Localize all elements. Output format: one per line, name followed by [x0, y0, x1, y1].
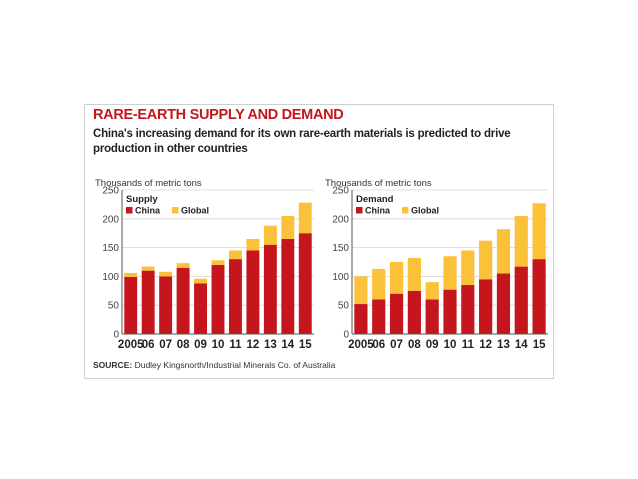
demand-bar-china — [372, 299, 386, 334]
demand-x-tick-label: 10 — [444, 339, 457, 351]
demand-bar-global — [496, 229, 511, 274]
demand-y-tick-label: 0 — [343, 330, 349, 341]
supply-bar-global — [159, 271, 173, 277]
demand-bar-global — [443, 256, 457, 290]
chart-subtitle: China's increasing demand for its own ra… — [93, 128, 511, 155]
supply-y-tick-label: 0 — [113, 330, 119, 341]
supply-x-tick-label: 06 — [142, 339, 155, 351]
supply-bar-china — [159, 276, 173, 334]
supply-bar-global — [298, 202, 312, 234]
demand-bar-global — [407, 257, 421, 291]
supply-bar-global — [228, 250, 242, 260]
supply-x-tick-label: 08 — [177, 339, 190, 351]
supply-x-tick-label: 07 — [159, 339, 172, 351]
demand-bar-china — [354, 304, 368, 334]
supply-legend-swatch-global — [172, 207, 179, 214]
demand-bar-china — [389, 293, 404, 334]
demand-x-tick-label: 12 — [479, 339, 492, 351]
demand-legend-swatch-global — [402, 207, 409, 214]
demand-legend-swatch-china — [356, 207, 363, 214]
demand-bar-global — [532, 203, 546, 260]
demand-x-tick-label: 15 — [533, 339, 546, 351]
supply-bar-global — [263, 225, 277, 245]
chart-title: RARE-EARTH SUPPLY AND DEMAND — [93, 107, 344, 123]
demand-legend-label-china: China — [365, 206, 391, 216]
supply-y-tick-label: 150 — [102, 243, 119, 254]
demand-x-tick-label: 07 — [390, 339, 403, 351]
supply-x-tick-label: 10 — [212, 339, 225, 351]
demand-y-tick-label: 200 — [332, 214, 349, 225]
demand-bar-global — [354, 276, 368, 305]
supply-y-tick-label: 250 — [102, 186, 119, 197]
demand-bar-china — [496, 273, 511, 334]
demand-y-tick-label: 250 — [332, 186, 349, 197]
supply-bar-global — [246, 238, 260, 251]
demand-bar-global — [389, 262, 404, 294]
demand-panel-title: Demand — [356, 194, 394, 205]
supply-bar-global — [211, 260, 225, 265]
demand-x-tick-label: 06 — [372, 339, 385, 351]
supply-bar-china — [141, 270, 155, 334]
supply-y-tick-label: 200 — [102, 214, 119, 225]
demand-unit-label: Thousands of metric tons — [325, 178, 432, 189]
source-label: SOURCE: — [93, 360, 133, 370]
supply-x-tick-label: 2005 — [118, 339, 144, 351]
demand-bar-china — [461, 285, 475, 334]
supply-x-tick-label: 11 — [229, 339, 242, 351]
supply-bar-china — [124, 276, 138, 334]
demand-bar-china — [514, 266, 528, 334]
supply-x-tick-label: 14 — [281, 339, 294, 351]
supply-legend-label-global: Global — [181, 206, 209, 216]
source-text: Dudley Kingsnorth/Industrial Minerals Co… — [134, 360, 336, 370]
supply-bar-global — [194, 278, 208, 284]
demand-legend-label-global: Global — [411, 206, 439, 216]
supply-bar-china — [281, 238, 295, 334]
supply-legend-swatch-china — [126, 207, 133, 214]
supply-bar-china — [298, 233, 312, 334]
supply-bar-global — [141, 266, 155, 271]
demand-x-tick-label: 11 — [462, 339, 475, 351]
supply-x-tick-label: 13 — [264, 339, 277, 351]
demand-x-tick-label: 09 — [426, 339, 439, 351]
supply-bar-global — [281, 215, 295, 239]
supply-legend-label-china: China — [135, 206, 161, 216]
supply-y-tick-label: 50 — [108, 301, 120, 312]
supply-bar-china — [228, 259, 242, 334]
supply-x-tick-label: 12 — [247, 339, 260, 351]
demand-bar-global — [425, 282, 439, 300]
supply-y-tick-label: 100 — [102, 272, 119, 283]
demand-y-tick-label: 50 — [338, 301, 350, 312]
supply-bar-china — [194, 283, 208, 334]
supply-bar-global — [124, 272, 138, 277]
demand-x-tick-label: 13 — [497, 339, 510, 351]
demand-bar-china — [532, 259, 546, 334]
demand-bar-global — [461, 250, 475, 286]
supply-bar-china — [246, 250, 260, 334]
demand-bar-global — [514, 215, 528, 267]
demand-bar-global — [479, 240, 493, 280]
supply-bar-china — [263, 244, 277, 334]
demand-bar-china — [479, 279, 493, 334]
supply-bar-china — [176, 267, 190, 334]
source-line: SOURCE: Dudley Kingsnorth/Industrial Min… — [93, 360, 335, 370]
supply-panel-title: Supply — [126, 194, 158, 205]
demand-y-tick-label: 100 — [332, 272, 349, 283]
demand-x-tick-label: 2005 — [348, 339, 374, 351]
demand-x-tick-label: 14 — [515, 339, 528, 351]
supply-x-tick-label: 15 — [299, 339, 312, 351]
demand-x-tick-label: 08 — [408, 339, 421, 351]
demand-bar-china — [407, 290, 421, 334]
supply-bar-global — [176, 263, 190, 268]
supply-x-tick-label: 09 — [194, 339, 207, 351]
supply-unit-label: Thousands of metric tons — [95, 178, 202, 189]
supply-bar-china — [211, 264, 225, 334]
demand-bar-global — [372, 268, 386, 300]
demand-bar-china — [443, 289, 457, 334]
demand-bar-china — [425, 299, 439, 334]
demand-y-tick-label: 150 — [332, 243, 349, 254]
